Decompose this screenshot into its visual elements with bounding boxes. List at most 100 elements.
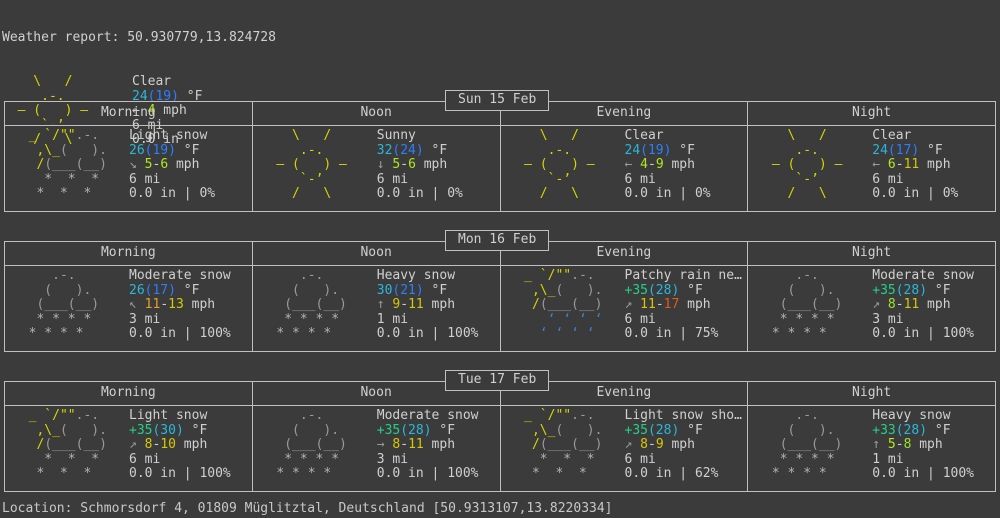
period-header-evening[interactable]: Evening [499,102,748,125]
wind-high: 8 [903,437,912,453]
wind-direction-arrow: ↓ [376,157,385,173]
temp-unit: °F [927,422,951,438]
condition-text: Patchy rain ne… [624,268,742,283]
forecast-info: Patchy rain ne… +35(28) °F ↗ 11-17 mph 6… [624,268,742,342]
current-temp: 24 [132,88,148,104]
temperature: +35 [376,422,401,438]
wind-unit: mph [423,437,456,453]
temperature: 24 [624,142,641,158]
temperature: 32 [376,142,393,158]
forecast-cell[interactable]: \ / .-. ― ( ) ― `-’ / \ Sunny 32(24) °F … [251,126,500,211]
precipitation: 0.0 in | 100% [872,326,974,342]
period-header-night[interactable]: Night [747,382,995,405]
period-header-noon[interactable]: Noon [251,382,500,405]
condition-text: Light snow sho… [624,408,742,423]
day-date-tab[interactable]: Mon 16 Feb [445,230,550,251]
period-header-night[interactable]: Night [747,102,995,125]
condition-text: Clear [624,128,664,143]
condition-text: Moderate snow [376,408,479,423]
forecast-cell[interactable]: .-. ( ). (___(__) * * * * * * * * Modera… [5,266,252,351]
wind-direction-arrow: ↑ [872,437,881,453]
light-rain-icon: _ `/"".-. ,\_( ). /(___(__) ‘ ‘ ‘ ‘ ‘ ‘ … [508,268,626,342]
temp-unit: °F [423,142,448,158]
condition-text: Moderate snow [872,268,974,283]
day-panel: Tue 17 Feb Morning Noon Evening Night _ `/""… [4,370,996,492]
forecast-cell[interactable]: \ / .-. ― ( ) ― `-’ / \ Clear 24(19) °F … [499,126,748,211]
period-header-morning[interactable]: Morning [100,245,156,260]
forecast-info: Light snow sho… +35(28) °F ↗ 8-9 mph 6 m… [624,408,742,482]
forecast-info: Light snow +35(30) °F ↗ 8-10 mph 6 mi 0.… [129,408,231,482]
precipitation: 0.0 in | 0% [872,186,959,202]
feels-like: (30) [152,422,184,438]
day-date-tab[interactable]: Tue 17 Feb [445,370,550,391]
feels-like: (28) [647,422,680,438]
wind-unit: mph [175,437,208,453]
day-panel-frame: Morning Noon Evening Night _ `/"".-. ,\_( )… [4,381,996,492]
forecast-cell[interactable]: .-. ( ). (___(__) * * * * * * * * Modera… [747,266,995,351]
period-header-noon[interactable]: Noon [251,102,500,125]
forecast-cell[interactable]: \ / .-. ― ( ) ― `-’ / \ Clear 24(17) °F … [747,126,995,211]
period-header-evening[interactable]: Evening [499,242,748,265]
period-header-row: Morning Noon Evening Night [5,102,995,126]
wind-direction-arrow: ↗ [624,297,633,313]
visibility: 6 mi [624,171,656,187]
forecast-cell[interactable]: .-. ( ). (___(__) * * * * * * * * Heavy … [747,406,995,491]
condition-text: Moderate snow [129,268,231,283]
wind-high: 9 [655,437,664,453]
forecast-cell[interactable]: _ `/"".-. ,\_( ). /(___(__) * * * * * * … [499,406,748,491]
forecast-cell[interactable]: _ `/"".-. ,\_( ). /(___(__) * * * * * * … [5,126,252,211]
feels-like: (17) [144,282,176,298]
location-footer: Location: Schmorsdorf 4, 01809 Müglitzta… [2,501,613,517]
wind-high: 11 [408,297,424,313]
temperature: +35 [129,422,153,438]
forecast-cell[interactable]: .-. ( ). (___(__) * * * * * * * * Heavy … [251,266,500,351]
wind-low: 5 [887,437,896,453]
visibility: 3 mi [376,451,409,467]
wind-low: 5 [392,157,401,173]
forecast-info: Heavy snow 30(21) °F ↑ 9-11 mph 1 mi 0.0… [376,268,479,342]
light-snow-icon: _ `/"".-. ,\_( ). /(___(__) * * * * * * [508,408,626,482]
wind-unit: mph [919,157,951,173]
wind-high: 6 [160,157,169,173]
wind-low: 8 [640,437,648,453]
forecast-info: Moderate snow +35(28) °F ↗ 8-11 mph 3 mi… [872,268,974,342]
wind-high: 9 [655,157,664,173]
period-header-morning[interactable]: Morning [100,105,156,120]
cloud-snow-icon: .-. ( ). (___(__) * * * * * * * * [756,408,858,482]
wind-unit: mph [423,297,456,313]
precipitation: 0.0 in | 100% [376,326,479,342]
period-header-night[interactable]: Night [747,242,995,265]
wind-low: 8 [392,437,401,453]
period-header-row: Morning Noon Evening Night [5,382,995,406]
wind-unit: mph [911,437,943,453]
visibility: 3 mi [129,311,161,327]
temperature: 24 [872,142,888,158]
forecast-cell[interactable]: _ `/"".-. ,\_( ). /(___(__) * * * * * * … [5,406,252,491]
forecast-cell[interactable]: .-. ( ). (___(__) * * * * * * * * Modera… [251,406,500,491]
feels-like: (28) [895,282,928,298]
period-header-noon[interactable]: Noon [251,242,500,265]
period-header-morning[interactable]: Morning [100,385,156,400]
temp-unit: °F [183,422,208,438]
wind-direction-arrow: ← [872,157,881,173]
location-value: Schmorsdorf 4, 01809 Müglitztal, Deutsch… [80,501,613,516]
forecast-cell[interactable]: _ `/"".-. ,\_( ). /(___(__) ‘ ‘ ‘ ‘ ‘ ‘ … [499,266,748,351]
period-header-evening[interactable]: Evening [499,382,748,405]
forecast-info: Clear 24(17) °F ← 6-11 mph 6 mi 0.0 in |… [872,128,959,202]
feels-like: (19) [640,142,672,158]
condition-text: Heavy snow [376,268,456,283]
visibility: 1 mi [872,451,904,467]
current-weather-info: Clear 24(19) °F ← 4 mph 6 mi 0.0 in [132,74,202,148]
forecast-info: Moderate snow +35(28) °F → 8-11 mph 3 mi… [376,408,479,482]
forecast-row: _ `/"".-. ,\_( ). /(___(__) * * * * * * … [5,406,995,491]
visibility: 6 mi [129,451,161,467]
wind-low: 5 [144,157,153,173]
location-label: Location: [2,501,81,516]
sun-icon: \ / .-. ― ( ) ― `-’ / \ [508,128,611,202]
sun-icon: \ / .-. ― ( ) ― `-’ / \ [260,128,363,202]
current-precip: 0.0 in [132,132,179,148]
visibility: 6 mi [129,171,161,187]
day-panel: Mon 16 Feb Morning Noon Evening Night .-. ( … [4,230,996,352]
temp-unit: °F [175,282,200,298]
day-date-tab[interactable]: Sun 15 Feb [445,90,550,111]
